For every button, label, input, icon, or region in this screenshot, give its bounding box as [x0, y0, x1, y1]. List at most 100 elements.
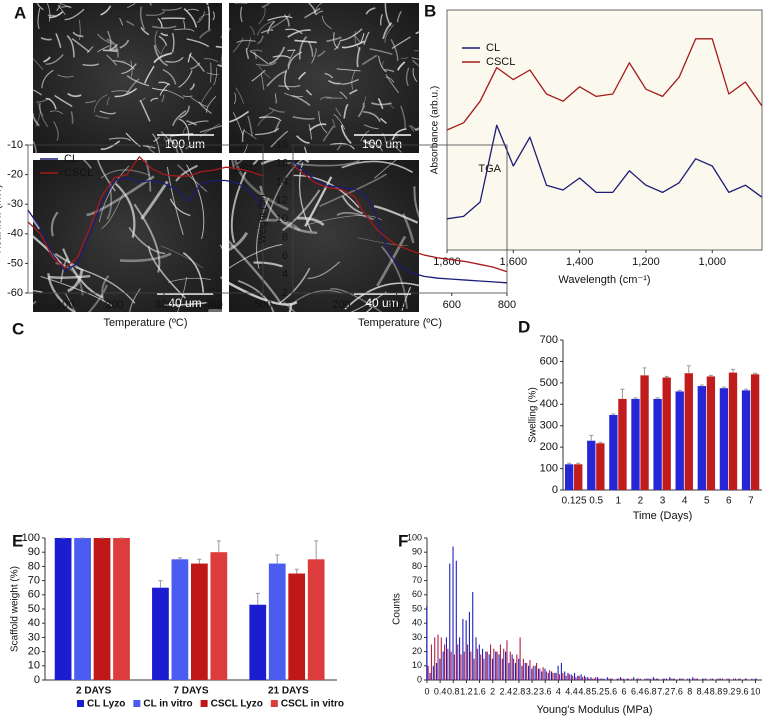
y-tick-label: -50	[7, 257, 23, 269]
sem-fiber	[266, 160, 303, 221]
histogram-bar	[567, 672, 569, 680]
panel-label: B	[424, 1, 436, 20]
error-bar	[731, 368, 736, 373]
sem-fiber	[40, 37, 52, 41]
scale-label: 40 um	[168, 296, 201, 310]
x-tick-label: 7	[748, 496, 754, 507]
y-tick-label: 50	[412, 603, 422, 613]
annotation: TGA	[478, 163, 501, 175]
error-bar	[177, 557, 182, 560]
histogram-bar	[703, 678, 705, 680]
sem-fiber	[304, 7, 321, 19]
sem-fiber	[215, 45, 222, 49]
sem-fiber	[41, 69, 54, 89]
error-bar	[598, 441, 603, 444]
sem-fiber	[111, 90, 131, 93]
histogram-bar	[434, 637, 436, 680]
bar	[171, 559, 189, 680]
sem-fiber	[243, 144, 248, 153]
histogram-bar	[577, 675, 579, 680]
sem-fiber	[154, 30, 161, 55]
sem-fiber	[381, 245, 408, 309]
histogram-bar	[746, 678, 748, 680]
sem-fiber	[46, 3, 51, 22]
sem-fiber	[363, 96, 367, 109]
histogram-bar	[551, 671, 553, 680]
sem-fiber	[130, 60, 133, 77]
sem-fiber	[297, 216, 325, 227]
sem-fiber	[212, 11, 215, 21]
sem-fiber	[360, 33, 365, 44]
sem-fiber	[237, 279, 275, 312]
histogram-bar	[718, 678, 720, 680]
error-bar	[576, 462, 581, 465]
histogram-bar	[606, 677, 608, 680]
histogram-bar	[665, 678, 668, 680]
sem-fiber	[186, 164, 205, 240]
histogram-bar	[511, 654, 513, 680]
sem-fiber	[259, 116, 282, 122]
histogram-bar	[521, 665, 523, 680]
sem-fiber	[126, 20, 135, 26]
x-tick-label: 1.6	[473, 686, 486, 696]
sem-fiber	[62, 248, 104, 299]
histogram-bar	[457, 644, 459, 680]
sem-fiber	[157, 17, 163, 28]
y-tick-label: -40	[7, 228, 23, 240]
histogram-bar	[598, 678, 600, 680]
histogram-bar	[580, 674, 582, 680]
sem-fiber	[352, 34, 361, 43]
x-tick-label: 600	[443, 299, 461, 311]
error-bar	[567, 462, 572, 465]
bar	[191, 563, 208, 680]
y-tick-label: 90	[412, 547, 422, 557]
error-bar	[589, 434, 594, 441]
x-tick-label: 1	[615, 496, 621, 507]
sem-fiber	[240, 6, 243, 22]
histogram-bar	[439, 658, 441, 680]
sem-fiber	[86, 175, 155, 217]
histogram-bar	[644, 678, 646, 680]
sem-fiber	[67, 268, 84, 293]
sem-fiber	[189, 83, 195, 91]
error-bar	[655, 397, 660, 399]
sem-fiber	[343, 103, 349, 119]
sem-fiber	[303, 146, 308, 153]
sem-fiber	[266, 70, 286, 87]
x-tick-label: 21 DAYS	[268, 686, 309, 697]
histogram-bar	[649, 678, 651, 680]
bar	[249, 604, 267, 680]
sem-fiber	[99, 110, 117, 115]
histogram-bar	[485, 651, 487, 680]
histogram-bar	[719, 678, 722, 680]
error-bar	[677, 389, 682, 392]
histogram-bar	[656, 678, 658, 680]
y-tick-label: -10	[7, 139, 23, 151]
histogram-bar	[633, 677, 635, 680]
sem-fiber	[186, 8, 199, 12]
histogram-bar	[637, 678, 639, 680]
bar	[210, 552, 228, 680]
sem-fiber	[330, 288, 383, 312]
x-axis-label: Temperature (ºC)	[358, 317, 442, 329]
sem-fiber	[119, 17, 124, 26]
sem-fiber	[160, 245, 204, 269]
histogram-bar	[711, 678, 714, 680]
histogram-bar	[623, 678, 625, 680]
x-tick-label: 800	[498, 299, 516, 311]
histogram-bar	[455, 560, 457, 680]
sem-fiber	[187, 120, 209, 126]
sem-fiber	[279, 267, 311, 304]
sem-fiber	[153, 52, 173, 64]
histogram-bar	[596, 677, 599, 680]
y-tick-label: 6	[282, 250, 288, 262]
sem-fiber	[160, 32, 169, 37]
sem-fiber	[333, 113, 346, 130]
legend-swatch	[133, 700, 141, 707]
histogram-bar	[557, 665, 559, 680]
sem-fiber	[385, 73, 400, 94]
bar	[719, 388, 729, 490]
sem-fiber	[108, 43, 119, 51]
sem-fiber	[382, 22, 393, 40]
histogram-bar	[562, 672, 564, 680]
